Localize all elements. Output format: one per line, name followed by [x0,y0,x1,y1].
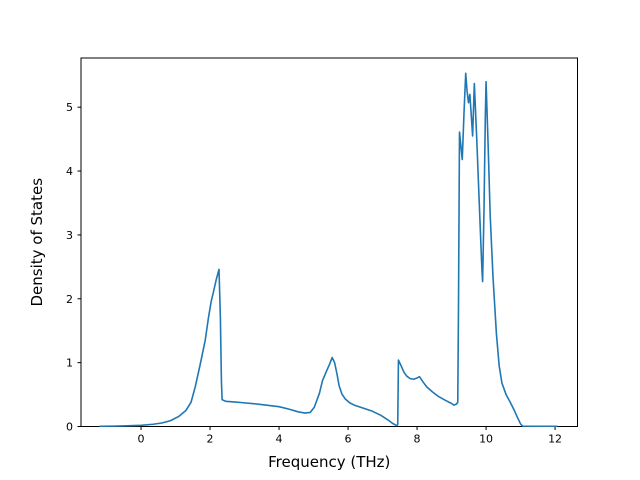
y-tick-label: 4 [66,165,73,178]
x-tick-label: 12 [548,433,562,446]
y-tick-label: 3 [66,229,73,242]
y-tick-label: 1 [66,357,73,370]
axes-frame [80,57,578,427]
x-tick-label: 0 [138,433,145,446]
y-axis-ticks: 0 1 2 3 4 5 [66,101,81,434]
y-tick-label: 5 [66,101,73,114]
x-tick-label: 2 [207,433,214,446]
x-tick-label: 6 [345,433,352,446]
y-tick-label: 0 [66,421,73,434]
x-axis-ticks: 0 2 4 6 8 10 12 [138,426,562,446]
dos-curve [99,72,558,428]
y-axis-label: Density of States [28,178,46,307]
x-tick-label: 10 [479,433,493,446]
y-tick-label: 2 [66,293,73,306]
x-tick-label: 4 [276,433,283,446]
x-axis-label: Frequency (THz) [268,453,390,471]
x-tick-label: 8 [414,433,421,446]
